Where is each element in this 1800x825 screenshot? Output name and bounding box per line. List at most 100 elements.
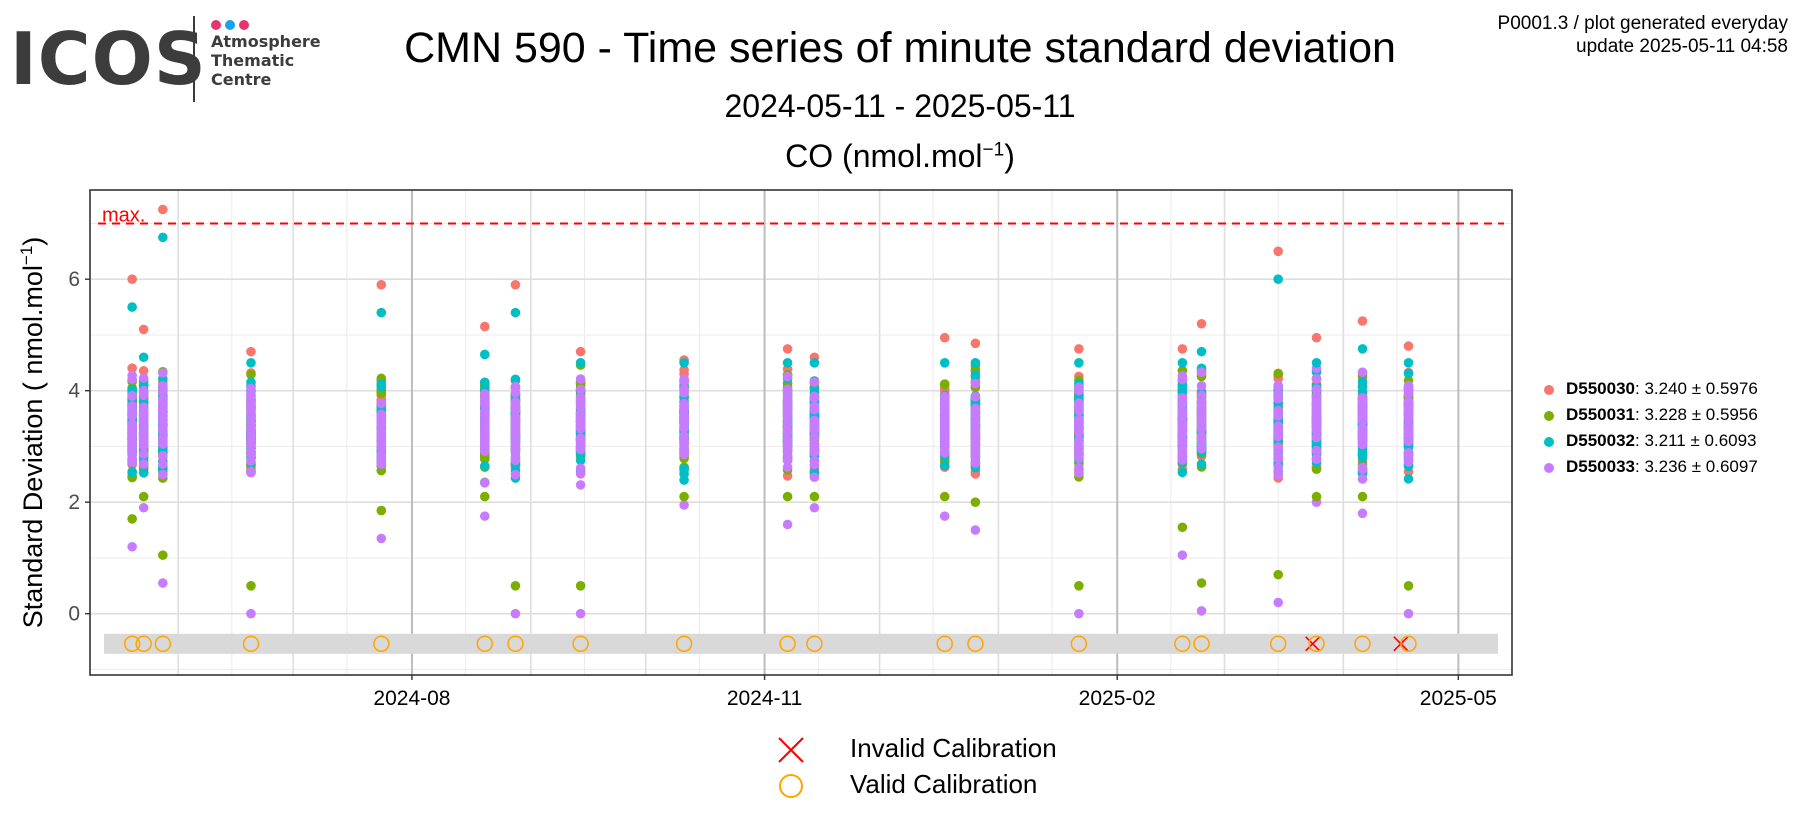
legend-dot — [1544, 436, 1554, 447]
data-point-D550031 — [138, 491, 149, 502]
data-point-D550033 — [138, 502, 149, 513]
valid-calibration-marker — [936, 635, 953, 653]
data-point-D550031 — [127, 514, 137, 524]
max-label: max. — [102, 204, 145, 226]
data-point-D550033 — [1357, 416, 1368, 426]
data-point-D550033 — [970, 436, 981, 446]
data-point-D550033 — [158, 469, 168, 480]
legend-series-stats: : 3.240 ± 0.5976 — [1635, 379, 1758, 398]
data-point-D550033 — [1357, 508, 1368, 519]
data-point-D550032 — [510, 374, 521, 385]
data-point-D550032 — [138, 467, 149, 478]
data-point-D550033 — [1403, 431, 1414, 441]
data-point-D550033 — [679, 387, 689, 398]
data-point-D550033 — [939, 422, 950, 433]
data-point-D550033 — [679, 500, 689, 510]
data-point-D550032 — [376, 381, 387, 392]
data-point-D550033 — [1311, 453, 1322, 464]
legend-item: D550031: 3.228 ± 0.5956 — [1544, 402, 1758, 428]
data-point-D550033 — [138, 373, 149, 383]
data-point-D550033 — [1273, 427, 1283, 437]
data-point-D550033 — [246, 395, 256, 406]
data-point-D550033 — [1074, 401, 1084, 412]
data-point-D550033 — [158, 578, 168, 588]
data-point-D550033 — [1074, 441, 1084, 452]
legend-series-name: D550032 — [1566, 431, 1636, 450]
data-point-D550030 — [510, 279, 521, 290]
data-point-D550033 — [246, 608, 256, 619]
data-point-D550033 — [246, 407, 256, 418]
data-point-D550033 — [970, 409, 981, 420]
data-point-D550033 — [1403, 423, 1414, 433]
data-point-D550031 — [575, 581, 586, 591]
data-point-D550031 — [939, 491, 950, 502]
data-point-D550033 — [939, 439, 950, 450]
data-point-D550033 — [158, 459, 168, 469]
data-point-D550033 — [970, 378, 981, 389]
data-point-D550033 — [809, 502, 820, 513]
valid-calibration-marker — [154, 635, 172, 653]
data-point-D550030 — [246, 346, 256, 357]
gas-label-sup: −1 — [982, 139, 1005, 161]
data-point-D550033 — [127, 370, 137, 381]
data-point-D550033 — [246, 456, 256, 466]
logo-dot-1 — [211, 20, 221, 30]
data-point-D550033 — [575, 468, 586, 479]
data-point-D550033 — [1074, 422, 1084, 432]
data-point-D550032 — [809, 358, 820, 368]
data-point-D550033 — [138, 459, 149, 469]
valid-calibration-marker — [1070, 635, 1088, 653]
data-point-D550031 — [246, 581, 256, 591]
valid-calibration-marker — [1354, 635, 1371, 653]
data-point-D550033 — [1311, 384, 1322, 394]
legend-series-name: D550031 — [1566, 405, 1636, 424]
data-point-D550032 — [127, 302, 137, 312]
data-point-D550031 — [939, 379, 950, 389]
data-point-D550032 — [1196, 346, 1207, 357]
legend-series-stats: : 3.236 ± 0.6097 — [1635, 457, 1758, 476]
data-point-D550033 — [1273, 597, 1283, 608]
data-point-D550033 — [479, 423, 490, 434]
data-point-D550033 — [575, 608, 586, 619]
data-point-D550033 — [809, 391, 820, 402]
meta-line-2: update 2025-05-11 04:58 — [1576, 36, 1788, 57]
data-point-D550030 — [575, 346, 586, 357]
data-point-D550033 — [158, 426, 168, 436]
data-point-D550032 — [970, 358, 981, 368]
plot-border — [89, 189, 1513, 676]
data-point-D550033 — [479, 409, 490, 420]
logo-wordmark: ICOS — [10, 17, 207, 101]
data-point-D550032 — [1177, 467, 1188, 478]
data-point-D550033 — [127, 442, 137, 452]
data-point-D550033 — [479, 511, 490, 521]
data-point-D550033 — [939, 446, 950, 457]
y-tick-label: 0 — [68, 603, 80, 626]
data-point-D550033 — [575, 374, 586, 384]
legend-item: D550030: 3.240 ± 0.5976 — [1544, 376, 1758, 402]
calibration-band — [104, 633, 1498, 654]
data-point-D550032 — [376, 307, 387, 318]
legend-item: D550033: 3.236 ± 0.6097 — [1544, 454, 1758, 480]
legend-invalid-calibration: Invalid Calibration — [776, 730, 1057, 766]
data-point-D550032 — [1177, 358, 1188, 368]
data-point-D550032 — [679, 475, 689, 485]
data-point-D550033 — [158, 368, 168, 378]
data-point-D550033 — [782, 388, 793, 398]
data-point-D550030 — [127, 274, 137, 284]
data-point-D550031 — [1273, 569, 1283, 580]
data-point-D550032 — [782, 358, 793, 368]
legend-dot — [1544, 384, 1554, 395]
data-point-D550033 — [158, 450, 168, 461]
data-point-D550032 — [679, 358, 689, 368]
valid-calibration-marker — [1308, 635, 1325, 653]
data-point-D550033 — [510, 402, 521, 413]
data-point-D550031 — [1177, 522, 1188, 533]
legend-series-name: D550033 — [1566, 457, 1636, 476]
logo-line-2: Thematic — [211, 51, 295, 70]
data-point-D550033 — [479, 416, 490, 427]
data-point-D550031 — [679, 491, 689, 502]
data-point-D550033 — [939, 415, 950, 426]
data-point-D550031 — [1074, 581, 1084, 591]
data-point-D550033 — [138, 409, 149, 420]
data-point-D550033 — [1196, 367, 1207, 378]
